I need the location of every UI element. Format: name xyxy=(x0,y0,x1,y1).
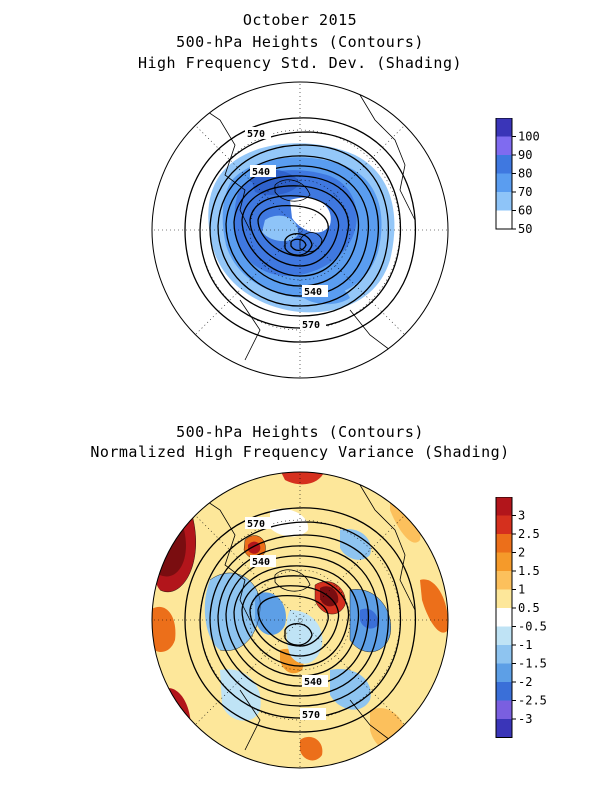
bottom-colorbar-tick-label: 1.5 xyxy=(518,564,540,578)
bottom-title-line1: 500-hPa Heights (Contours) xyxy=(176,423,424,441)
top-title-line1: October 2015 xyxy=(242,11,358,29)
bottom-colorbar-swatch xyxy=(496,663,512,682)
bottom-colorbar-tick-label: 0.5 xyxy=(518,601,540,615)
top-title-line3: High Frequency Std. Dev. (Shading) xyxy=(137,54,463,72)
bottom-colorbar-swatch xyxy=(496,719,512,738)
bottom-colorbar-tick-label: 2.5 xyxy=(518,527,540,541)
bottom-colorbar-tick-label: -2.5 xyxy=(518,694,547,708)
top-contour-label-2: 540 xyxy=(252,167,270,178)
bottom-colorbar-tick-label: -3 xyxy=(518,712,532,726)
top-title-line2: 500-hPa Heights (Contours) xyxy=(176,33,424,51)
bottom-colorbar: 3 2.5 2 1.5 1 0.5 -0.5 -1 -1.5 -2 -2.5 -3 xyxy=(495,497,547,738)
top-colorbar-swatch xyxy=(496,192,512,211)
top-colorbar-tick-label: 100 xyxy=(518,130,540,144)
bottom-colorbar-tick-label: 3 xyxy=(518,509,525,523)
bottom-title-line2: Normalized High Frequency Variance (Shad… xyxy=(90,443,510,461)
top-colorbar-swatch xyxy=(496,210,512,229)
top-colorbar-tick-label: 90 xyxy=(518,148,532,162)
bottom-contour-label-4: 570 xyxy=(302,710,320,721)
bottom-colorbar-tick-label: -1.5 xyxy=(518,657,547,671)
bottom-colorbar-swatch xyxy=(496,626,512,645)
top-contour-label-4: 570 xyxy=(302,320,320,331)
bottom-colorbar-tick-label: -0.5 xyxy=(518,620,547,634)
bottom-colorbar-tick-label: 2 xyxy=(518,546,525,560)
bottom-contour-label-3: 540 xyxy=(304,677,322,688)
bottom-colorbar-swatch xyxy=(496,571,512,590)
bottom-colorbar-swatch xyxy=(496,534,512,553)
bottom-colorbar-tick-label: -2 xyxy=(518,675,532,689)
bottom-colorbar-swatch xyxy=(496,682,512,701)
bottom-colorbar-swatch xyxy=(496,552,512,571)
top-colorbar-swatch xyxy=(496,173,512,192)
bottom-colorbar-swatch xyxy=(496,497,512,516)
bottom-polar-map: 570 540 540 570 xyxy=(151,471,449,769)
top-colorbar-tick-label: 80 xyxy=(518,167,532,181)
top-colorbar-swatch xyxy=(496,118,512,137)
top-colorbar-tick-label: 70 xyxy=(518,185,532,199)
bottom-contour-label-2: 540 xyxy=(252,557,270,568)
bottom-colorbar-frame xyxy=(495,497,513,738)
top-colorbar: 100 90 80 70 60 50 xyxy=(495,118,540,236)
top-contour-label-1: 570 xyxy=(247,129,265,140)
bottom-colorbar-tick-label: 1 xyxy=(518,583,525,597)
top-polar-map: 570 540 540 570 xyxy=(151,81,449,379)
bottom-colorbar-swatch xyxy=(496,645,512,664)
bottom-colorbar-swatch xyxy=(496,608,512,627)
bottom-colorbar-swatch xyxy=(496,700,512,719)
bottom-colorbar-swatch xyxy=(496,515,512,534)
top-colorbar-swatch xyxy=(496,155,512,174)
top-colorbar-swatch xyxy=(496,136,512,155)
bottom-colorbar-tick-label: -1 xyxy=(518,638,532,652)
top-contour-label-3: 540 xyxy=(304,287,322,298)
bottom-colorbar-swatch xyxy=(496,589,512,608)
top-colorbar-tick-label: 50 xyxy=(518,222,532,236)
bottom-contour-label-1: 570 xyxy=(247,519,265,530)
top-colorbar-tick-label: 60 xyxy=(518,204,532,218)
